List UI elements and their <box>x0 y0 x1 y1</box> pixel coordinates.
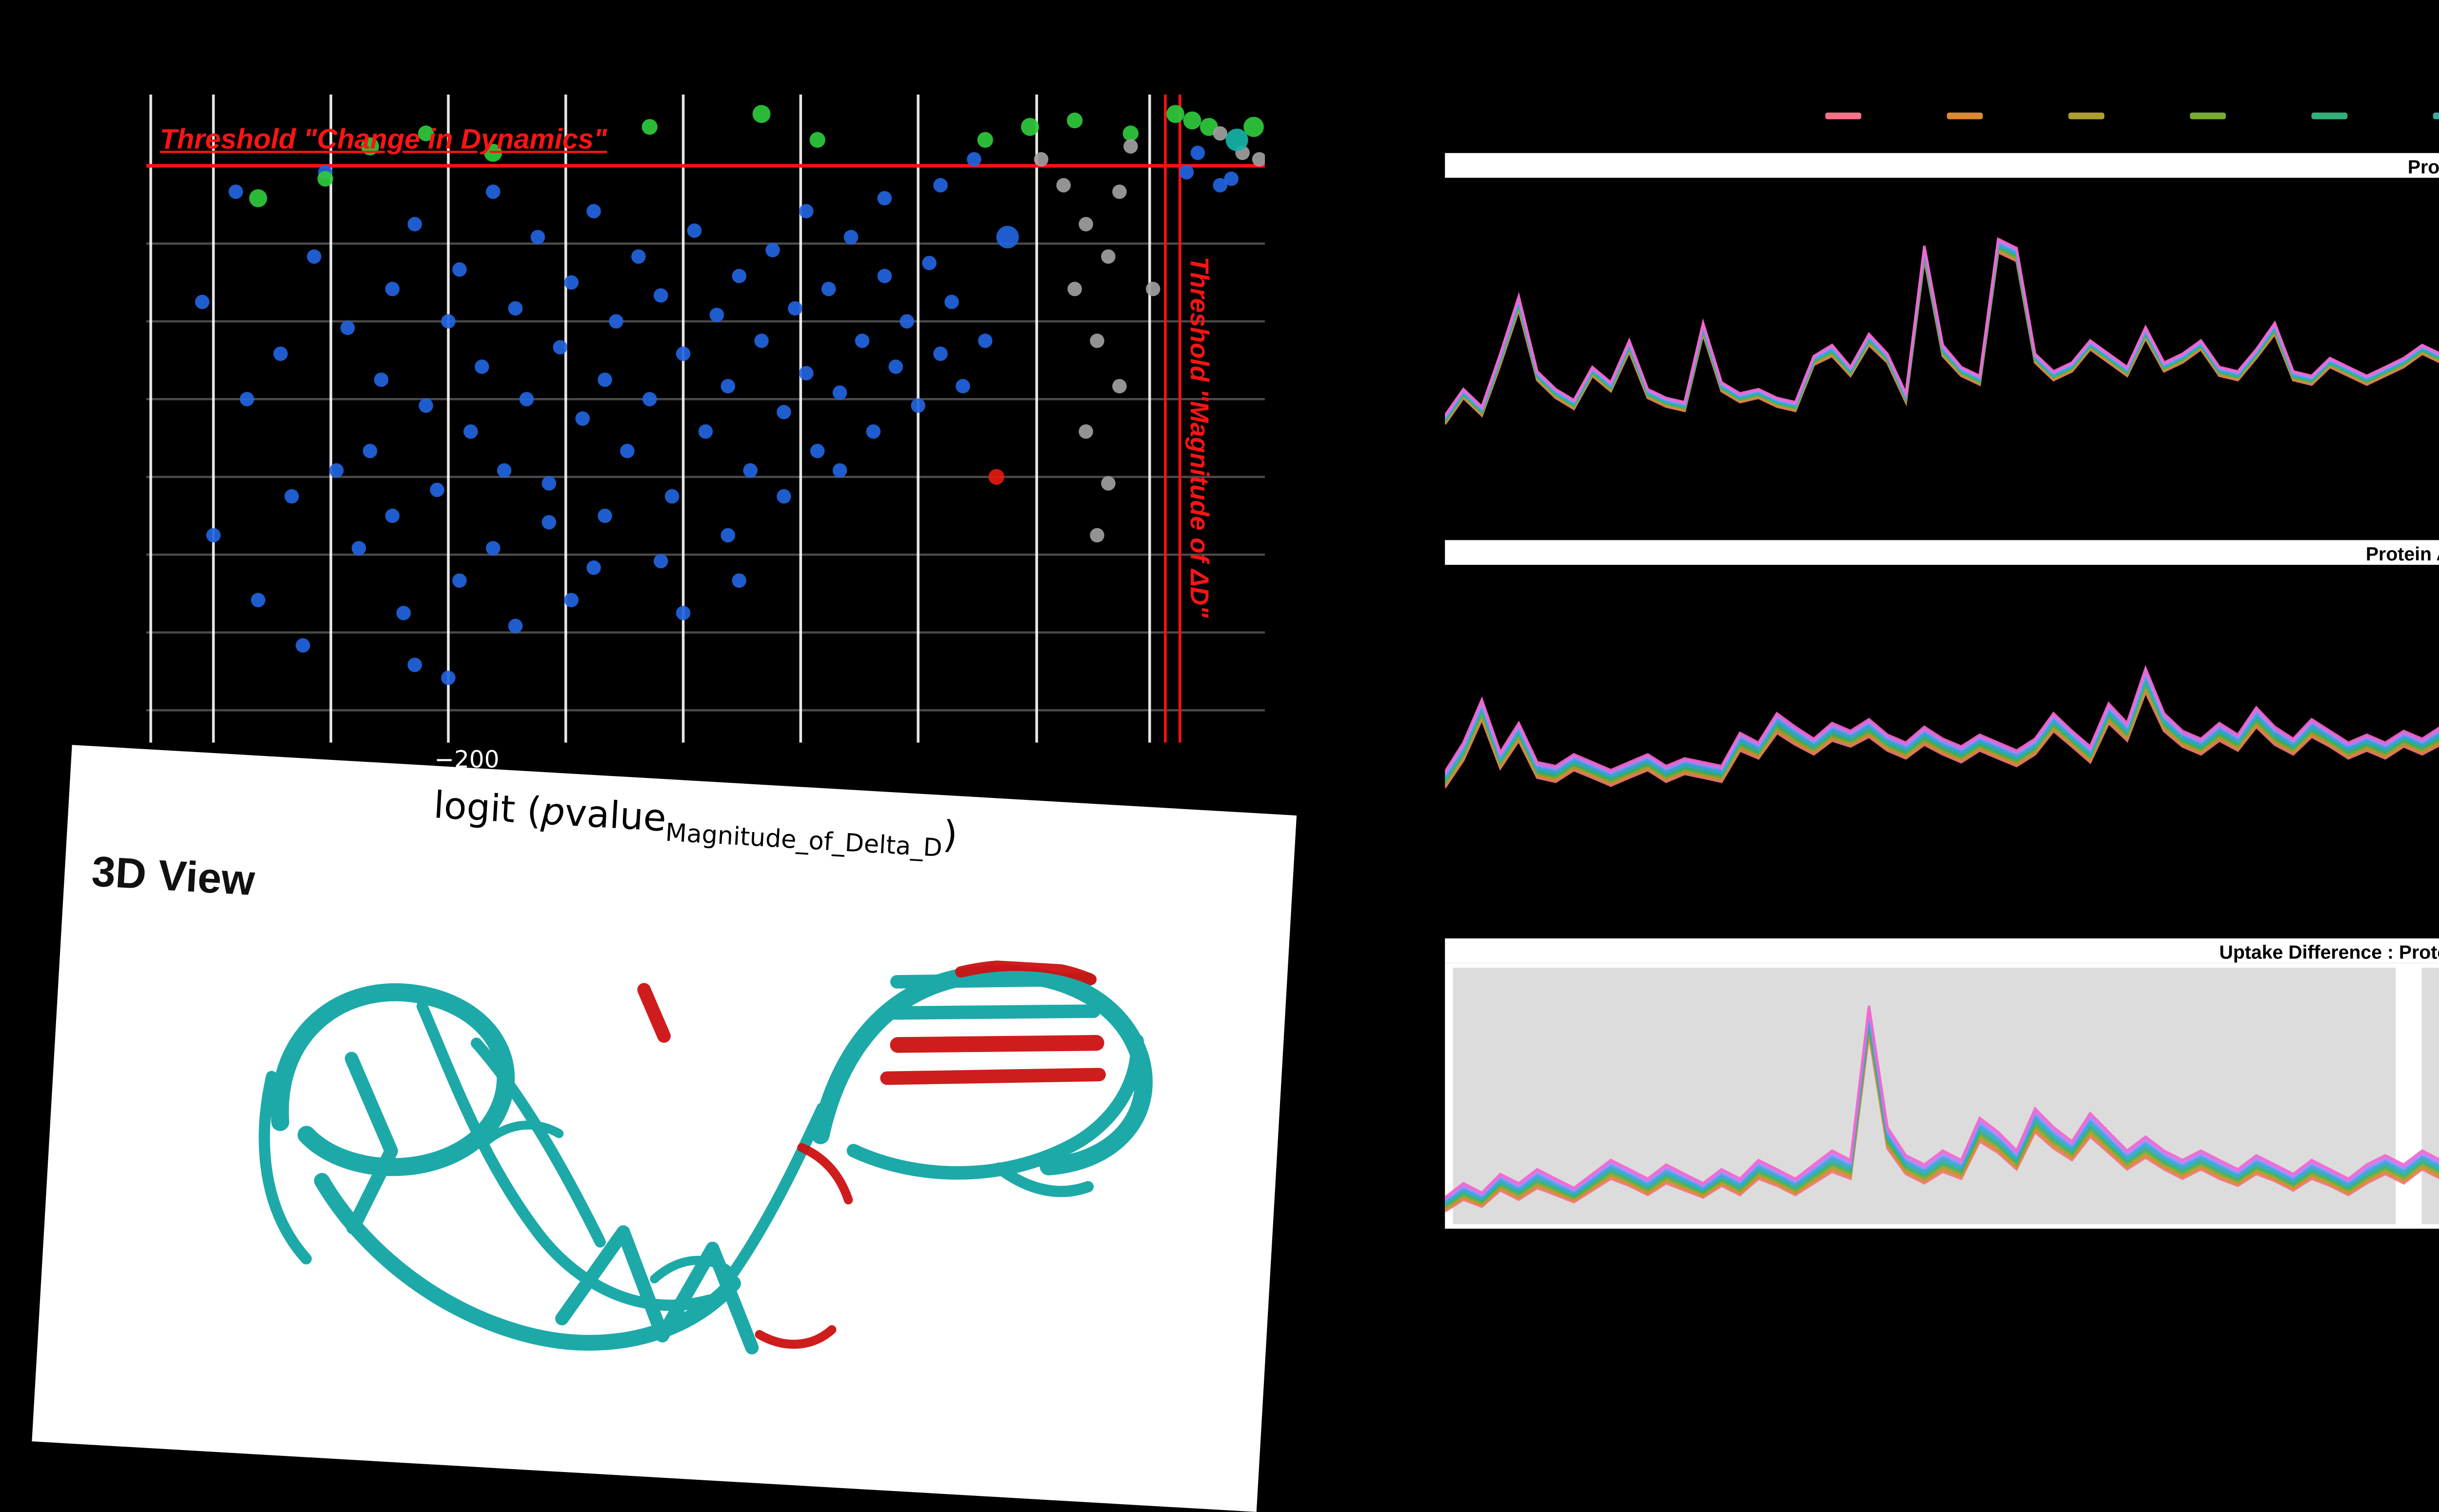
legend-item-timepoint-6[interactable] <box>2432 112 2439 119</box>
threshold-magnitude-label: Threshold "Magnitude of ΔD" <box>1183 256 1211 618</box>
uptake-difference-chart[interactable] <box>1445 963 2439 1229</box>
chart-title-protein-a-ligand: Protein A + Ligand <box>1445 540 2439 565</box>
timepoint-legend <box>1445 112 2439 119</box>
3d-view-card[interactable]: logit (pvalueMagnitude_of_Delta_D) 3D Vi… <box>32 745 1297 1512</box>
x-axis-label: logit (pvalueMagnitude_of_Delta_D) <box>432 784 959 864</box>
volcano-plot-panel[interactable]: Threshold "Change in Dynamics" Threshold… <box>146 94 1265 774</box>
axis-label-subscript: Magnitude_of_Delta_D <box>664 818 943 863</box>
axis-label-p: p <box>540 790 566 835</box>
3d-view-title: 3D View <box>90 850 256 907</box>
protein-3d-structure[interactable] <box>127 912 1280 1489</box>
uptake-chart-protein-a-ligand[interactable] <box>1445 565 2439 921</box>
legend-item-timepoint-5[interactable] <box>2310 112 2347 119</box>
axis-label-word: value <box>563 791 668 840</box>
uptake-chart-protein-a[interactable] <box>1445 178 2439 534</box>
app-canvas: Threshold "Change in Dynamics" Threshold… <box>32 94 2439 1512</box>
legend-item-timepoint-1[interactable] <box>1824 112 1860 119</box>
axis-label-pre: logit ( <box>432 784 543 833</box>
legend-item-timepoint-2[interactable] <box>1945 112 1982 119</box>
threshold-change-in-dynamics-label: Threshold "Change in Dynamics" <box>160 123 607 156</box>
axis-label-close: ) <box>941 813 959 857</box>
uptake-charts-panel: Protein A Protein A + Ligand Uptake Diff… <box>1445 108 2439 1233</box>
legend-item-timepoint-4[interactable] <box>2189 112 2225 119</box>
chart-title-uptake-difference: Uptake Difference : Protein A - (Protein… <box>1445 938 2439 963</box>
chart-title-protein-a: Protein A <box>1445 153 2439 178</box>
legend-item-timepoint-3[interactable] <box>2067 112 2103 119</box>
volcano-plot-svg[interactable] <box>146 94 1265 743</box>
